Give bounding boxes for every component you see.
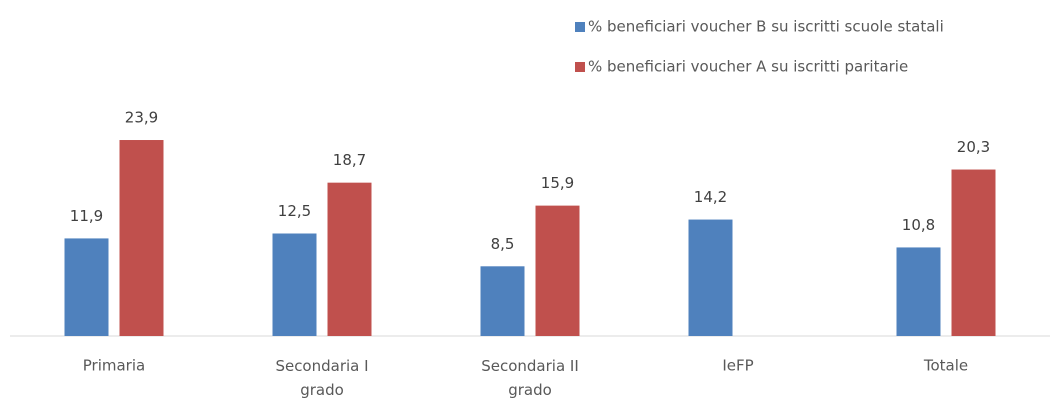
data-label: 11,9 bbox=[70, 207, 103, 225]
bar bbox=[480, 266, 525, 336]
x-tick-label: Secondaria I grado bbox=[275, 357, 368, 399]
data-label: 14,2 bbox=[694, 188, 727, 206]
x-tick-label: Primaria bbox=[83, 357, 145, 375]
data-label: 8,5 bbox=[491, 235, 515, 253]
legend-swatch bbox=[575, 22, 585, 32]
x-tick-label-line: grado bbox=[300, 381, 344, 399]
bar bbox=[119, 140, 164, 336]
legend-swatch bbox=[575, 62, 585, 72]
data-label: 23,9 bbox=[125, 109, 158, 127]
x-tick-label-line: grado bbox=[508, 381, 552, 399]
x-tick-label-line: Secondaria I bbox=[275, 357, 368, 375]
data-label: 10,8 bbox=[902, 216, 935, 234]
bar bbox=[535, 205, 580, 336]
x-tick-label: Totale bbox=[923, 357, 968, 375]
x-tick-label: IeFP bbox=[722, 357, 753, 375]
x-tick-label: Secondaria II grado bbox=[481, 357, 579, 399]
bar bbox=[64, 238, 109, 336]
data-label: 15,9 bbox=[541, 174, 574, 192]
x-tick-label-line: Secondaria II bbox=[481, 357, 579, 375]
legend-label: % beneficiari voucher A su iscritti pari… bbox=[588, 58, 908, 76]
bar bbox=[951, 169, 996, 336]
data-label: 20,3 bbox=[957, 138, 990, 156]
bar bbox=[327, 182, 372, 336]
bar bbox=[896, 247, 941, 336]
data-label: 18,7 bbox=[333, 151, 366, 169]
legend-label: % beneficiari voucher B su iscritti scuo… bbox=[588, 18, 944, 36]
data-label: 12,5 bbox=[278, 202, 311, 220]
bar bbox=[272, 233, 317, 336]
bar bbox=[688, 219, 733, 336]
